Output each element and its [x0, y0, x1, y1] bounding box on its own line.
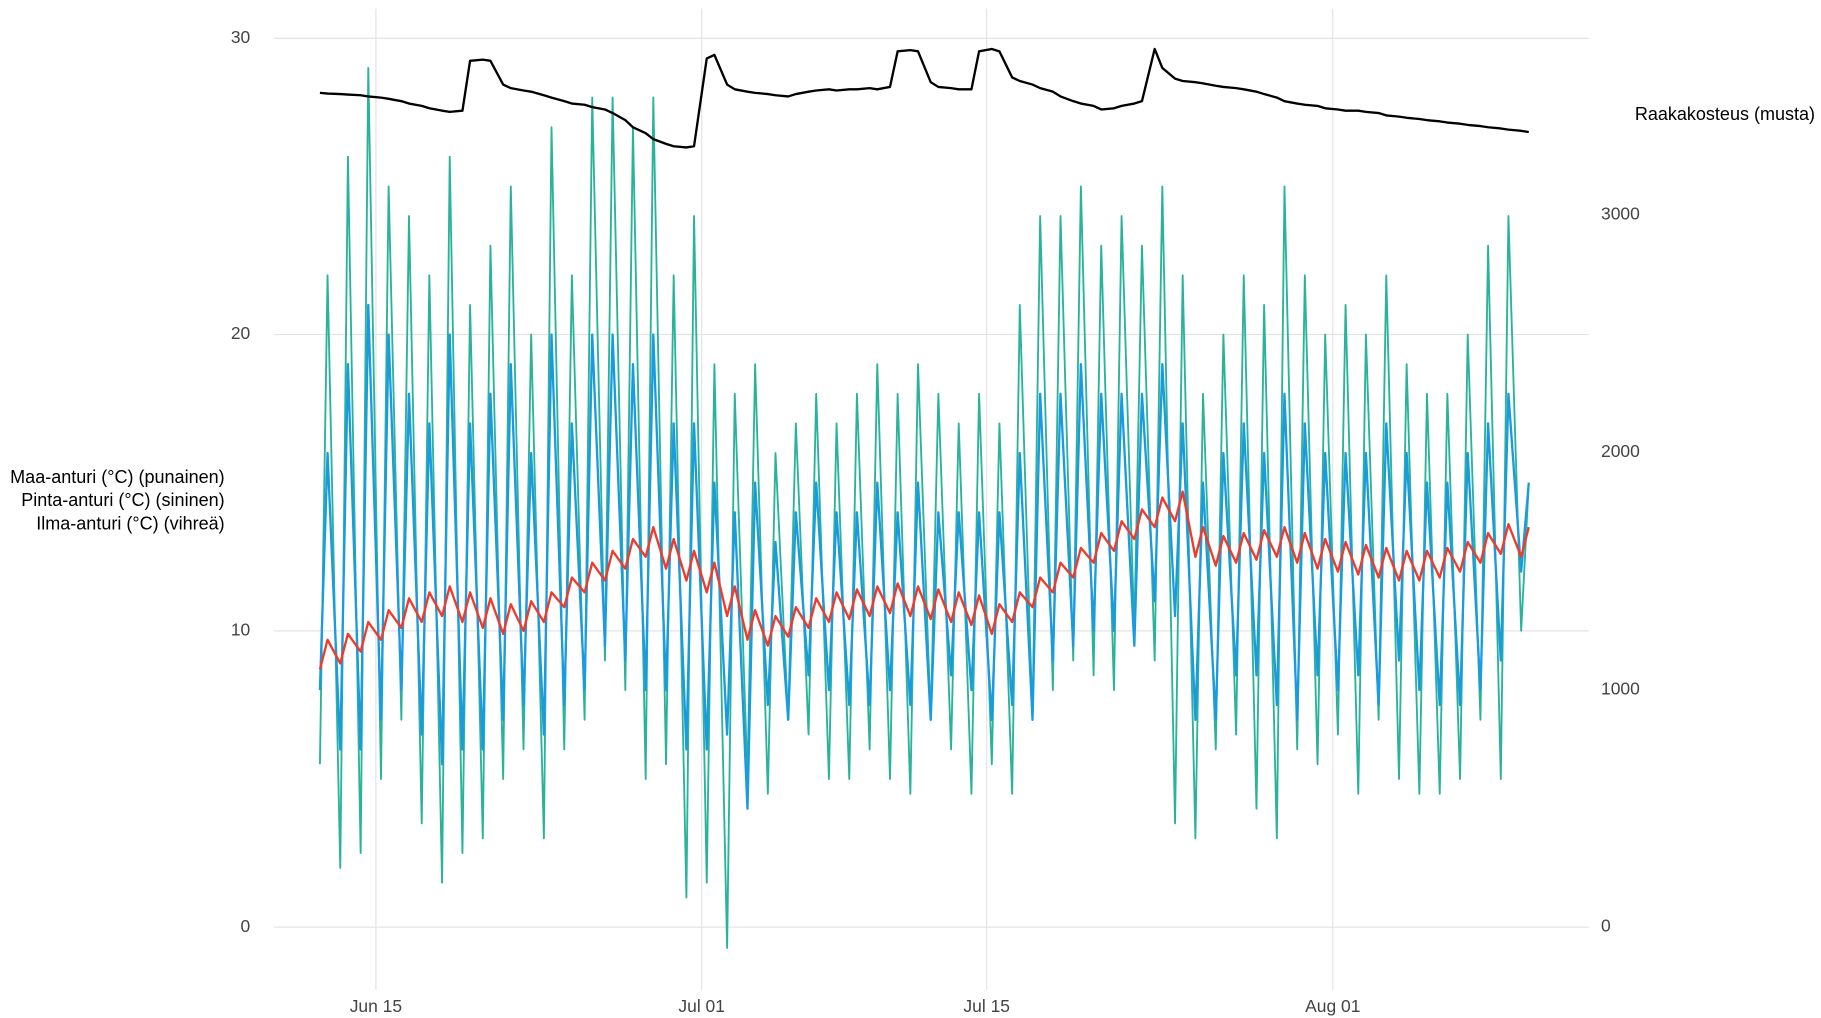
series-line: [319, 47, 1529, 149]
x-tick-label: Jul 01: [678, 996, 725, 1016]
lines: [318, 47, 1530, 949]
y2-tick-label: 0: [1601, 916, 1611, 936]
y-tick-label: 10: [231, 619, 251, 639]
y2-tick-label: 1000: [1601, 678, 1640, 698]
y-axis-label: Maa-anturi (°C) (punainen): [10, 467, 224, 487]
y-axis-label: Ilma-anturi (°C) (vihreä): [36, 513, 224, 533]
x-tick-label: Jun 15: [350, 996, 402, 1016]
series-line: [318, 66, 1530, 949]
y2-axis-label: Raakakosteus (musta): [1635, 104, 1815, 124]
y-tick-label: 30: [231, 27, 251, 47]
series-line: [318, 490, 1530, 670]
y-tick-label: 20: [231, 323, 251, 343]
x-tick-label: Aug 01: [1305, 996, 1360, 1016]
y2-tick-label: 3000: [1601, 204, 1640, 224]
y-axis-label: Pinta-anturi (°C) (sininen): [21, 490, 224, 510]
y2-tick-label: 2000: [1601, 441, 1640, 461]
x-tick-label: Jul 15: [963, 996, 1010, 1016]
y-tick-label: 0: [241, 916, 251, 936]
